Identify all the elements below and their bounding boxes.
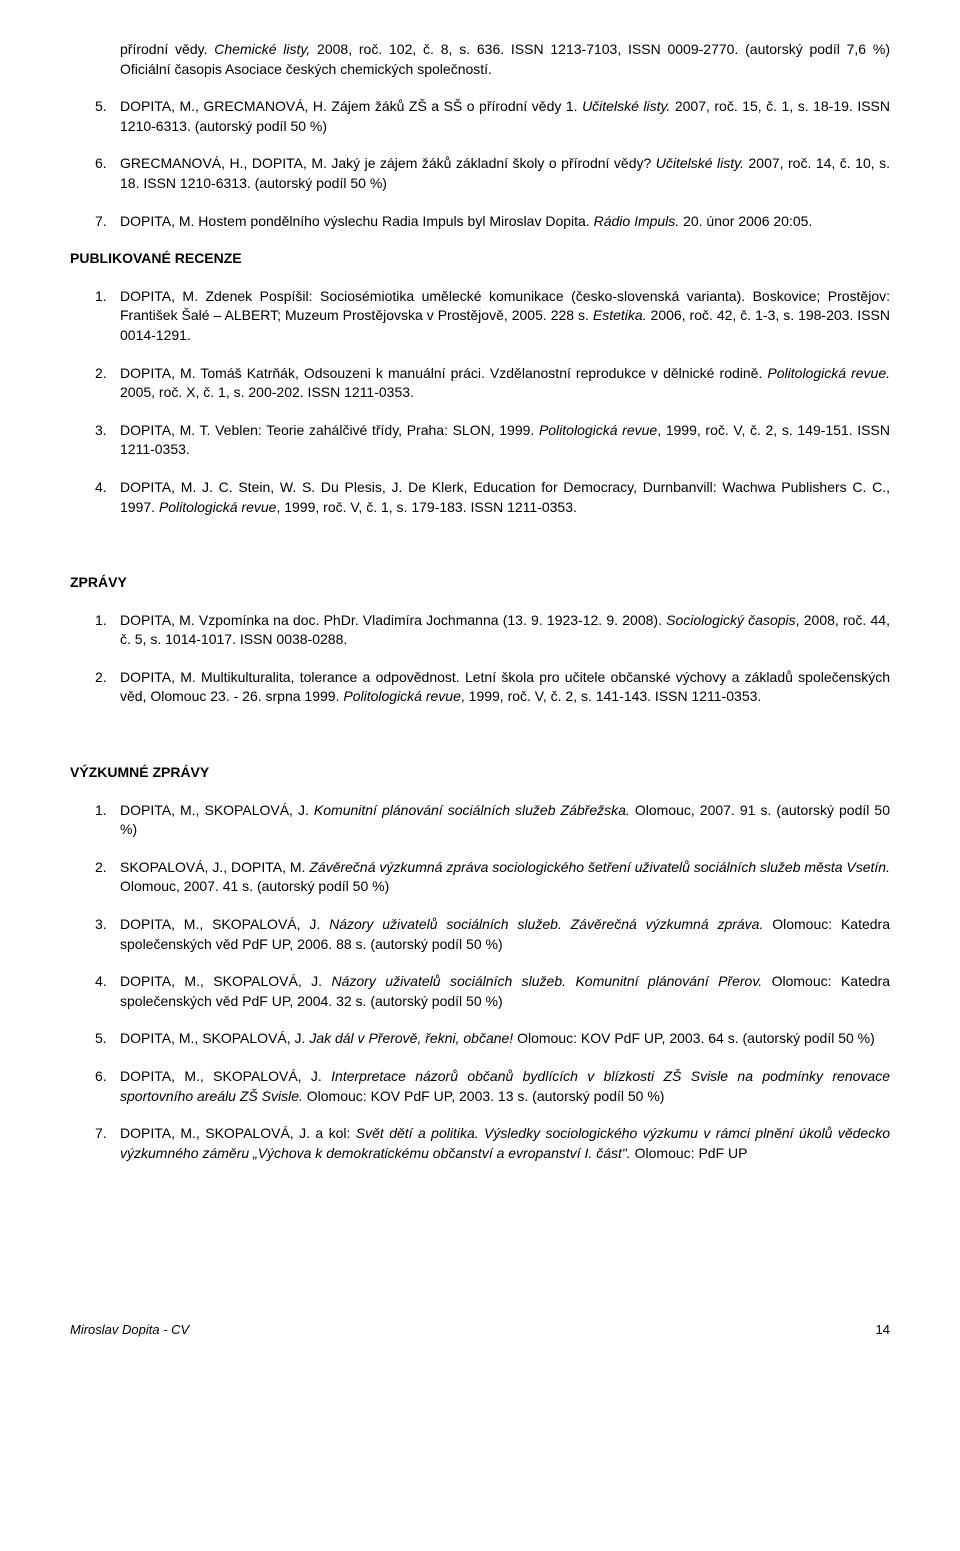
section-heading: ZPRÁVY: [70, 573, 890, 593]
item-text: SKOPALOVÁ, J., DOPITA, M. Závěrečná výzk…: [120, 858, 890, 897]
item-number: 4.: [70, 478, 120, 517]
list-item: 7.DOPITA, M., SKOPALOVÁ, J. a kol: Svět …: [70, 1124, 890, 1163]
list-item: 3.DOPITA, M., SKOPALOVÁ, J. Názory uživa…: [70, 915, 890, 954]
item-number: 2.: [70, 858, 120, 897]
item-number: 5.: [70, 1029, 120, 1049]
item-text: DOPITA, M., SKOPALOVÁ, J. a kol: Svět dě…: [120, 1124, 890, 1163]
list-item: 1.DOPITA, M., SKOPALOVÁ, J. Komunitní pl…: [70, 801, 890, 840]
list-item: 4.DOPITA, M., SKOPALOVÁ, J. Názory uživa…: [70, 972, 890, 1011]
item-text: DOPITA, M., SKOPALOVÁ, J. Komunitní plán…: [120, 801, 890, 840]
list-item: 1.DOPITA, M. Zdenek Pospíšil: Sociosémio…: [70, 287, 890, 346]
item-text: DOPITA, M. T. Veblen: Teorie zahálčivé t…: [120, 421, 890, 460]
list-item: přírodní vědy. Chemické listy, 2008, roč…: [70, 40, 890, 79]
item-number: 3.: [70, 915, 120, 954]
list-item: 5.DOPITA, M., SKOPALOVÁ, J. Jak dál v Př…: [70, 1029, 890, 1049]
item-number: 1.: [70, 611, 120, 650]
section-heading: VÝZKUMNÉ ZPRÁVY: [70, 763, 890, 783]
list-item: 3.DOPITA, M. T. Veblen: Teorie zahálčivé…: [70, 421, 890, 460]
list-item: 7.DOPITA, M. Hostem pondělního výslechu …: [70, 212, 890, 232]
list-item: 4.DOPITA, M. J. C. Stein, W. S. Du Plesi…: [70, 478, 890, 517]
item-text: DOPITA, M. Vzpomínka na doc. PhDr. Vladi…: [120, 611, 890, 650]
item-number: 1.: [70, 801, 120, 840]
footer-left: Miroslav Dopita - CV: [70, 1322, 189, 1337]
item-text: DOPITA, M., SKOPALOVÁ, J. Názory uživate…: [120, 972, 890, 1011]
item-text: DOPITA, M., SKOPALOVÁ, J. Interpretace n…: [120, 1067, 890, 1106]
item-number: 1.: [70, 287, 120, 346]
list-item: 2.SKOPALOVÁ, J., DOPITA, M. Závěrečná vý…: [70, 858, 890, 897]
item-number: 2.: [70, 364, 120, 403]
item-number: 6.: [70, 1067, 120, 1106]
item-number: 2.: [70, 668, 120, 707]
item-number: [70, 40, 120, 79]
item-number: 6.: [70, 154, 120, 193]
section-heading: PUBLIKOVANÉ RECENZE: [70, 249, 890, 269]
list-item: 5.DOPITA, M., GRECMANOVÁ, H. Zájem žáků …: [70, 97, 890, 136]
item-text: DOPITA, M., SKOPALOVÁ, J. Názory uživate…: [120, 915, 890, 954]
item-text: DOPITA, M. Tomáš Katrňák, Odsouzeni k ma…: [120, 364, 890, 403]
item-number: 7.: [70, 212, 120, 232]
item-text: DOPITA, M. J. C. Stein, W. S. Du Plesis,…: [120, 478, 890, 517]
list-item: 6.GRECMANOVÁ, H., DOPITA, M. Jaký je záj…: [70, 154, 890, 193]
item-text: DOPITA, M. Multikulturalita, tolerance a…: [120, 668, 890, 707]
item-text: GRECMANOVÁ, H., DOPITA, M. Jaký je zájem…: [120, 154, 890, 193]
list-item: 2.DOPITA, M. Tomáš Katrňák, Odsouzeni k …: [70, 364, 890, 403]
item-text: DOPITA, M. Hostem pondělního výslechu Ra…: [120, 212, 890, 232]
page-number: 14: [876, 1321, 890, 1339]
list-item: 6.DOPITA, M., SKOPALOVÁ, J. Interpretace…: [70, 1067, 890, 1106]
item-number: 4.: [70, 972, 120, 1011]
list-item: 2.DOPITA, M. Multikulturalita, tolerance…: [70, 668, 890, 707]
list-item: 1.DOPITA, M. Vzpomínka na doc. PhDr. Vla…: [70, 611, 890, 650]
item-number: 5.: [70, 97, 120, 136]
item-number: 7.: [70, 1124, 120, 1163]
item-text: DOPITA, M., SKOPALOVÁ, J. Jak dál v Přer…: [120, 1029, 890, 1049]
item-text: DOPITA, M. Zdenek Pospíšil: Sociosémioti…: [120, 287, 890, 346]
item-number: 3.: [70, 421, 120, 460]
item-text: přírodní vědy. Chemické listy, 2008, roč…: [120, 40, 890, 79]
item-text: DOPITA, M., GRECMANOVÁ, H. Zájem žáků ZŠ…: [120, 97, 890, 136]
